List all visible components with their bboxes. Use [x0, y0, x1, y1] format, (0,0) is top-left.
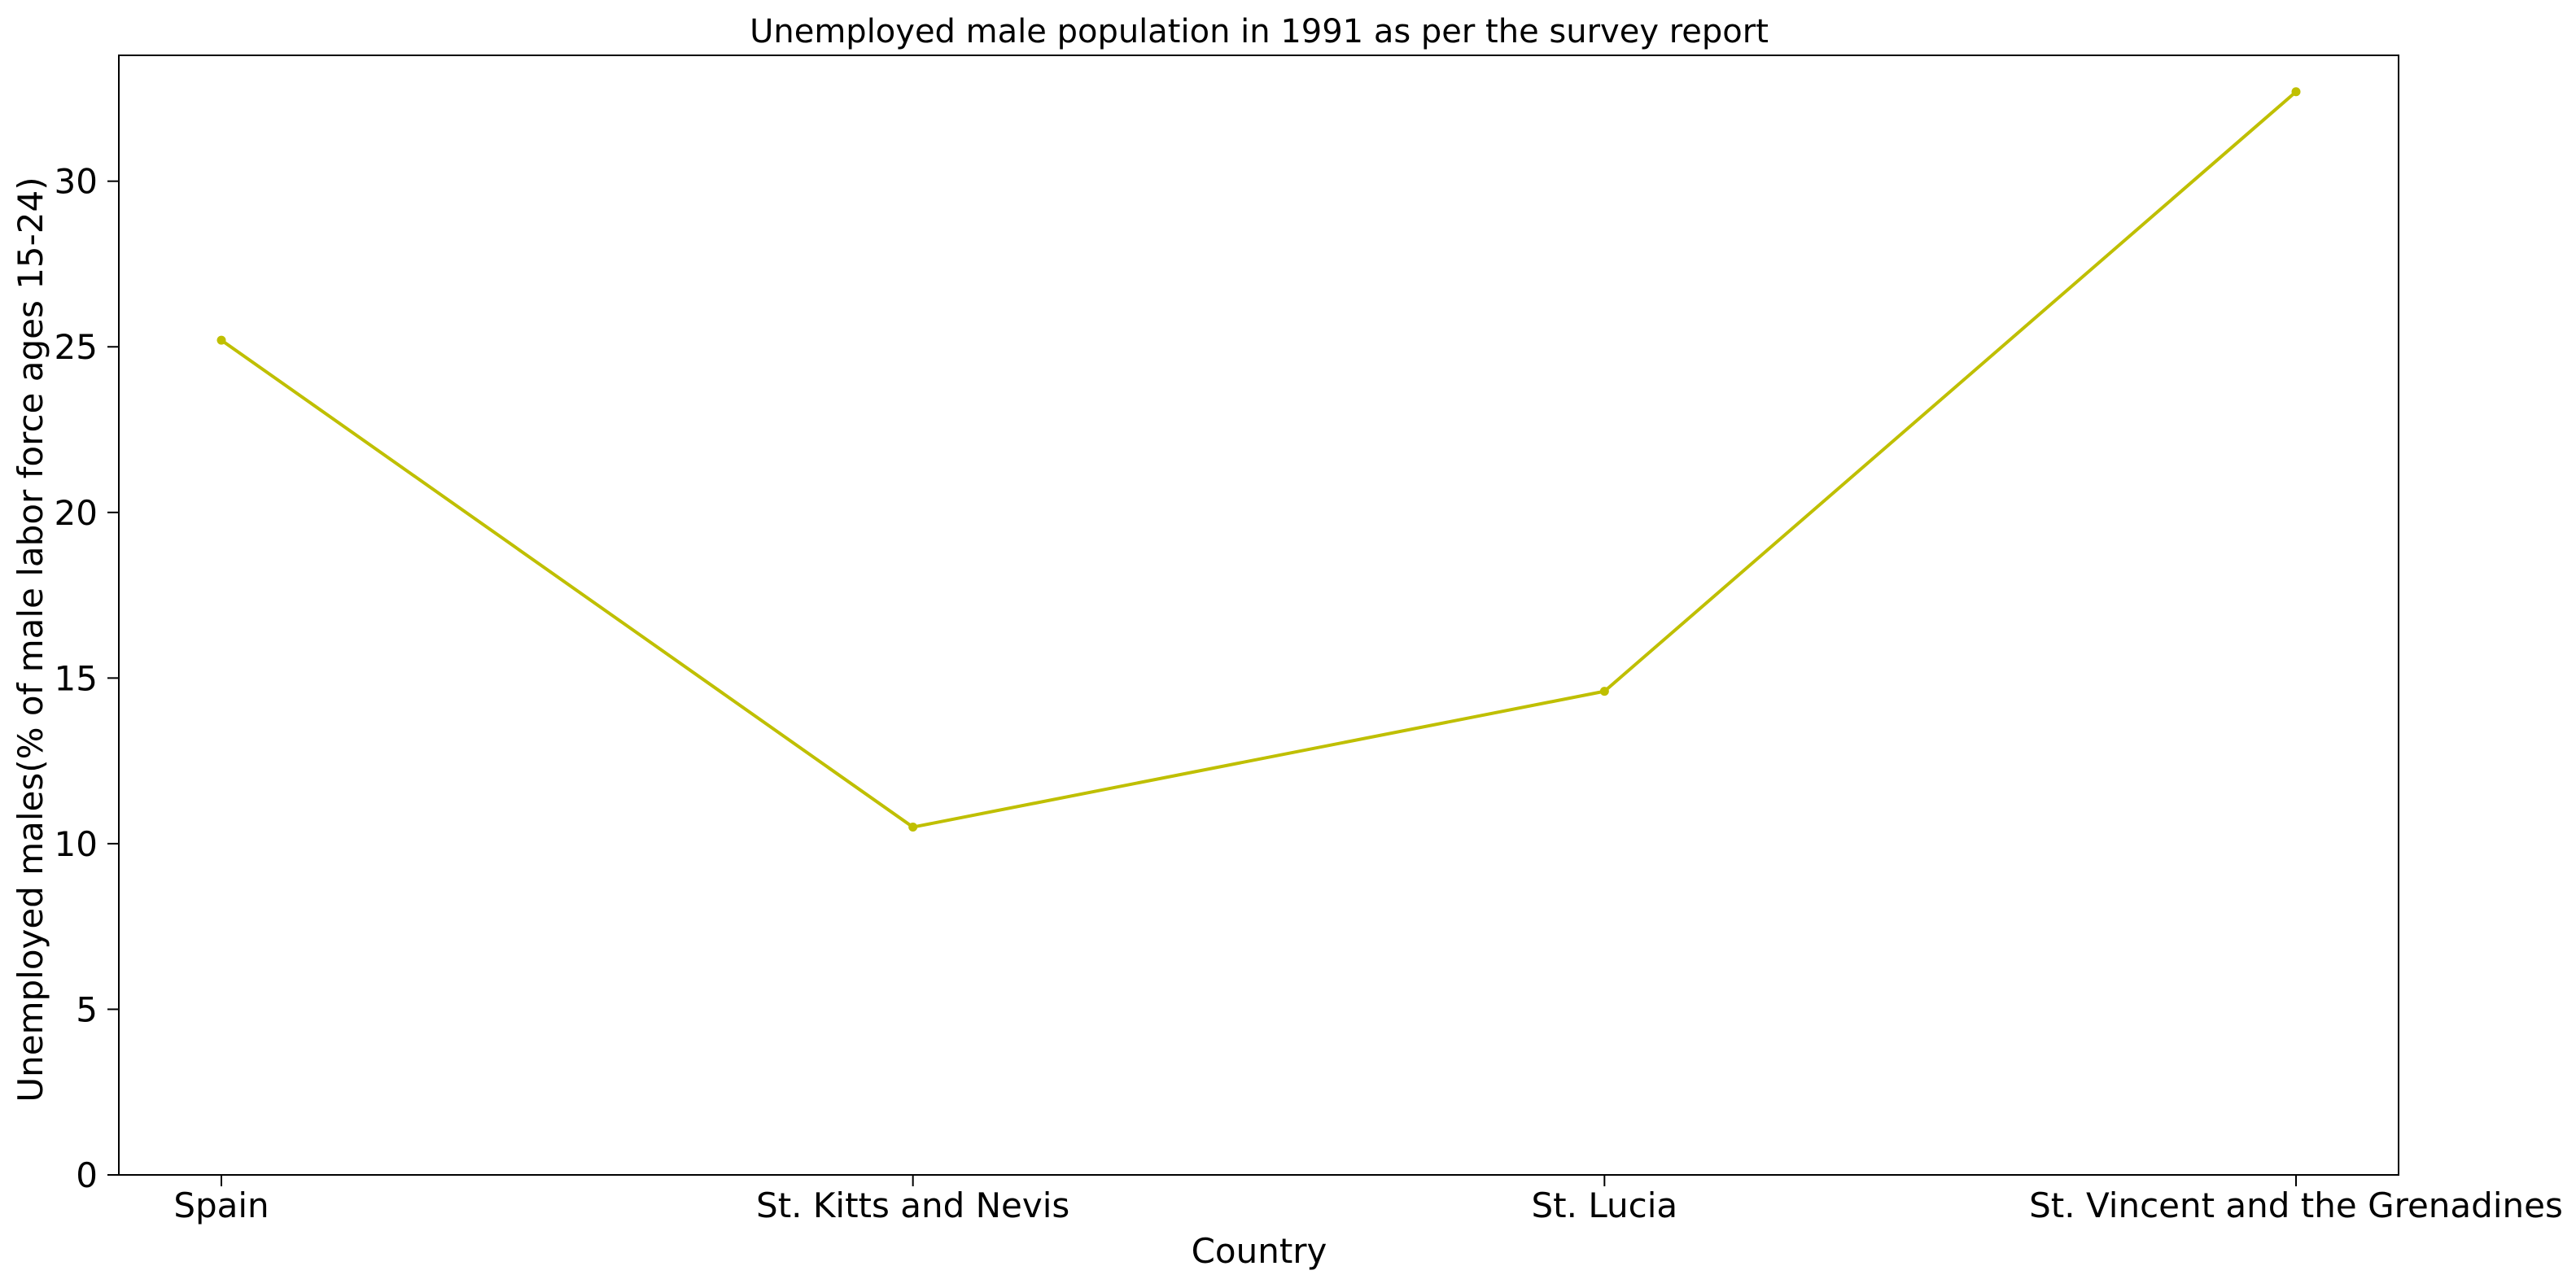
- x-axis-label: Country: [1192, 1231, 1327, 1271]
- x-tick-label: St. Vincent and the Grenadines: [2029, 1185, 2563, 1225]
- y-axis-label: Unemployed males(% of male labor force a…: [11, 177, 50, 1102]
- y-tick-label: 25: [55, 327, 98, 367]
- chart-title: Unemployed male population in 1991 as pe…: [750, 13, 1769, 50]
- data-point: [2291, 87, 2301, 97]
- y-tick-label: 10: [55, 824, 98, 864]
- y-tick-label: 15: [55, 658, 98, 698]
- y-tick-label: 5: [76, 989, 98, 1029]
- x-tick-label: St. Kitts and Nevis: [756, 1185, 1069, 1225]
- data-point: [1599, 687, 1609, 696]
- plot-area: 0 5 10 15 20 25 30 Spain St. Kitts and Nevis St. …: [55, 55, 2563, 1225]
- y-tick-label: 20: [55, 493, 98, 533]
- y-tick-label: 30: [55, 162, 98, 202]
- data-point: [908, 823, 918, 832]
- y-tick-label: 0: [76, 1155, 98, 1195]
- plot-frame: [118, 55, 2399, 1176]
- data-point: [216, 335, 226, 345]
- series-line: [220, 90, 2298, 829]
- x-tick-label: Spain: [173, 1185, 269, 1225]
- x-tick-label: St. Lucia: [1532, 1185, 1678, 1225]
